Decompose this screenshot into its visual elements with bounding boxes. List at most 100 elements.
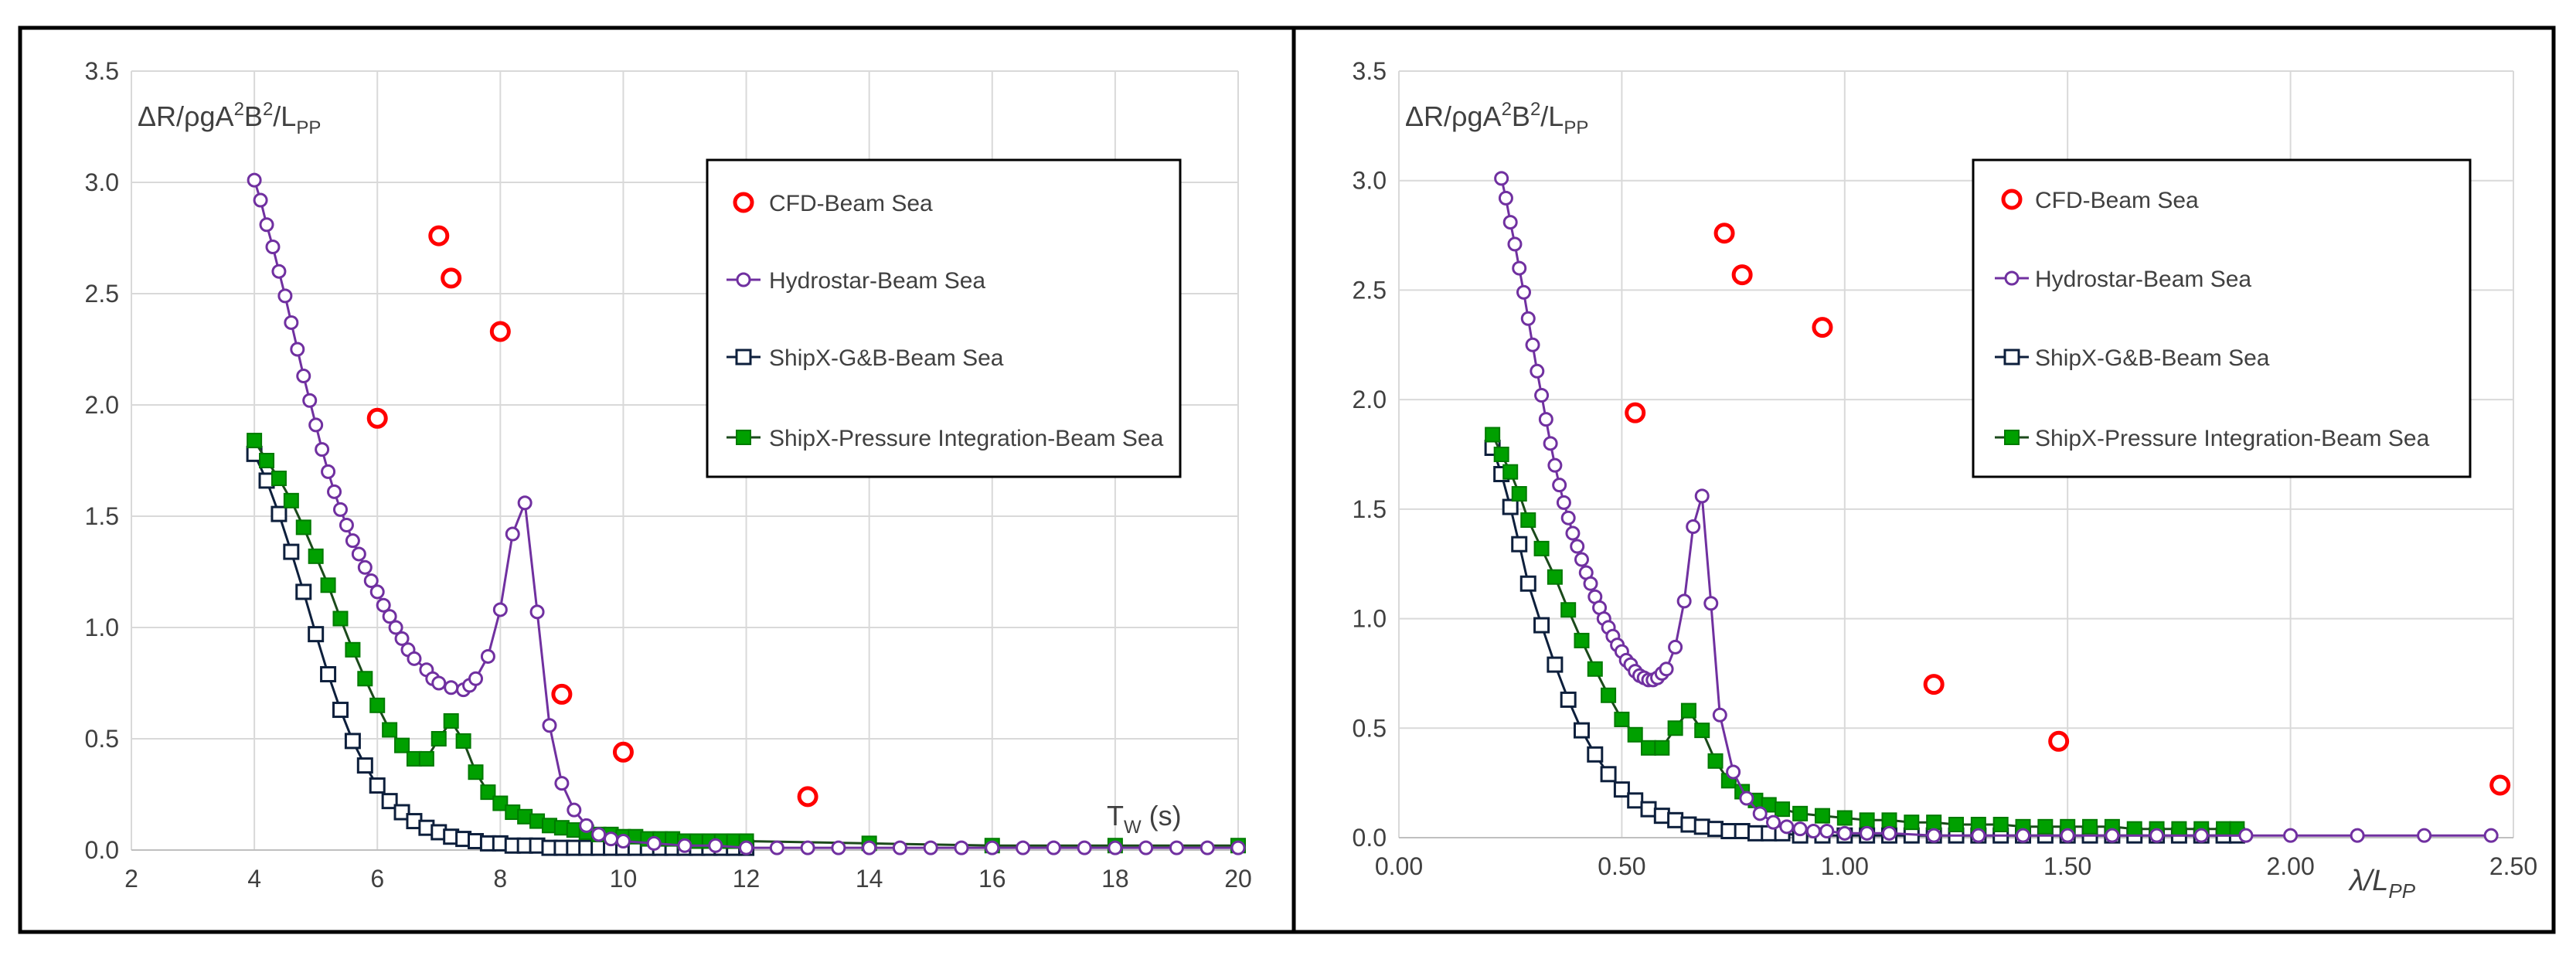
left-gb-point xyxy=(283,543,300,560)
right-cfd-point xyxy=(1713,223,1735,244)
right-legend-box xyxy=(1972,158,2472,478)
right-series-hydrostar xyxy=(1494,171,2499,843)
right-x-tick-label: 0.00 xyxy=(1375,852,1423,880)
right-y-tick-label: 2.5 xyxy=(1353,276,1387,304)
left-hydrostar-point xyxy=(315,442,330,457)
left-pi-point xyxy=(394,737,410,753)
right-hydrostar-point xyxy=(1686,519,1701,535)
right-gb-point xyxy=(1547,656,1564,673)
left-pi-point xyxy=(271,471,287,487)
right-gb-point xyxy=(1734,822,1751,839)
right-pi-point xyxy=(1694,723,1710,739)
left-hydrostar-point xyxy=(1138,840,1154,855)
left-y-tick-label: 3.0 xyxy=(85,168,119,196)
left-pi-point xyxy=(357,671,373,687)
left-legend-hydrostar-marker xyxy=(736,272,751,287)
right-cfd-point xyxy=(1923,674,1945,695)
left-pi-point xyxy=(247,433,263,449)
right-pi-point xyxy=(1560,602,1577,618)
left-axes: 2 4 6 8 10 12 14 16 18 20 0.0 0.5 1.0 1.5 2.0 2.5 3.0 3.5 xyxy=(85,57,1252,893)
left-gb-point xyxy=(356,757,373,774)
left-legend-cfd-label: CFD-Beam Sea xyxy=(769,191,933,216)
left-hydrostar-point xyxy=(517,495,533,511)
left-hydrostar-point xyxy=(357,559,373,575)
left-pi-point xyxy=(283,492,299,508)
left-gb-point xyxy=(271,505,288,522)
right-hydrostar-point xyxy=(1779,819,1795,835)
right-hydrostar-point xyxy=(1703,596,1719,611)
left-x-tick-label: 14 xyxy=(856,865,883,893)
left-pi-point xyxy=(455,733,471,749)
right-hydrostar-point xyxy=(2105,828,2120,843)
left-y-tick-label: 2.5 xyxy=(85,280,119,308)
right-hydrostar-point xyxy=(1538,412,1553,427)
left-y-tick-label: 2.0 xyxy=(85,391,119,419)
left-cfd-point xyxy=(612,741,634,763)
right-hydrostar-point xyxy=(1712,707,1727,723)
right-y-axis-label: ΔR/ρgA2B2/LPP xyxy=(1405,99,1588,138)
right-x-axis-label: λ/LPP xyxy=(2348,865,2416,903)
right-hydrostar-point xyxy=(1570,539,1585,554)
left-hydrostar-point xyxy=(308,417,324,433)
right-hydrostar-point xyxy=(1560,510,1576,525)
right-pi-point xyxy=(1533,540,1550,556)
left-hydrostar-point xyxy=(954,840,969,855)
left-hydrostar-point xyxy=(1108,840,1123,855)
right-pi-point xyxy=(1502,464,1519,480)
left-hydrostar-point xyxy=(332,502,348,517)
left-y-tick-label: 1.5 xyxy=(85,502,119,530)
left-legend-cfd-marker xyxy=(733,192,754,213)
right-gb-point xyxy=(1693,818,1710,835)
left-pi-point xyxy=(443,712,459,729)
left-hydrostar-point xyxy=(892,840,907,855)
right-pi-point xyxy=(1485,427,1501,443)
right-pi-point xyxy=(1680,702,1696,719)
left-x-tick-label: 12 xyxy=(733,865,761,893)
left-hydrostar-point xyxy=(369,584,385,600)
right-hydrostar-point xyxy=(1547,457,1563,473)
right-legend-gb-label: ShipX-G&B-Beam Sea xyxy=(2035,345,2270,371)
left-cfd-point xyxy=(428,225,450,247)
left-pi-point xyxy=(382,722,398,738)
left-hydrostar-point xyxy=(923,840,938,855)
right-hydrostar-point xyxy=(1556,495,1571,510)
left-cfd-point xyxy=(441,267,462,289)
left-hydrostar-point xyxy=(862,840,877,855)
left-hydrostar-point xyxy=(407,651,422,666)
left-x-tick-label: 8 xyxy=(493,865,507,893)
right-pi-point xyxy=(1520,512,1536,529)
left-hydrostar-point xyxy=(505,526,520,542)
right-pi-point xyxy=(1926,814,1942,831)
left-hydrostar-point xyxy=(247,172,262,188)
right-pi-point xyxy=(1948,816,1964,832)
left-legend-gb-marker xyxy=(735,349,752,366)
left-legend-box xyxy=(706,158,1182,478)
left-y-tick-label: 0.0 xyxy=(85,836,119,864)
right-chart-panel: 0.00 0.50 1.00 1.50 2.00 2.50 0.0 0.5 1.0 1.5 2.0 2… xyxy=(1353,57,2538,903)
right-hydrostar-point xyxy=(1583,576,1598,591)
left-hydrostar-point xyxy=(480,648,495,664)
left-hydrostar-point xyxy=(567,802,582,818)
right-pi-point xyxy=(1574,632,1590,648)
right-hydrostar-point xyxy=(1659,661,1674,677)
right-x-tick-label: 0.50 xyxy=(1598,852,1645,880)
left-pi-point xyxy=(492,795,509,811)
right-axes: 0.00 0.50 1.00 1.50 2.00 2.50 0.0 0.5 1.0 1.5 2.0 2… xyxy=(1353,57,2538,880)
left-chart-panel: 2 4 6 8 10 12 14 16 18 20 0.0 0.5 1.0 1.5 2.0 2.5 3.0 3.5… xyxy=(85,57,1252,893)
right-hydrostar-point xyxy=(1565,525,1581,541)
left-hydrostar-point xyxy=(542,718,557,733)
right-pi-point xyxy=(2216,821,2232,837)
right-gb-point xyxy=(1640,801,1657,818)
right-gb-point xyxy=(1667,811,1684,828)
right-y-tick-label: 0.5 xyxy=(1353,714,1387,742)
right-pi-point xyxy=(2171,821,2187,837)
left-legend-pi-marker xyxy=(736,430,751,445)
left-y-tick-label: 3.5 xyxy=(85,57,119,85)
right-hydrostar-point xyxy=(1819,823,1835,838)
left-gb-point xyxy=(369,777,386,794)
right-legend: CFD-Beam Sea Hydrostar-Beam Sea ShipX-G&… xyxy=(1972,158,2472,478)
left-legend: CFD-Beam Sea Hydrostar-Beam Sea ShipX-G&… xyxy=(706,158,1182,478)
right-hydrostar-point xyxy=(1676,593,1692,609)
right-hydrostar-point xyxy=(1668,639,1683,655)
left-pi-point xyxy=(369,697,386,713)
